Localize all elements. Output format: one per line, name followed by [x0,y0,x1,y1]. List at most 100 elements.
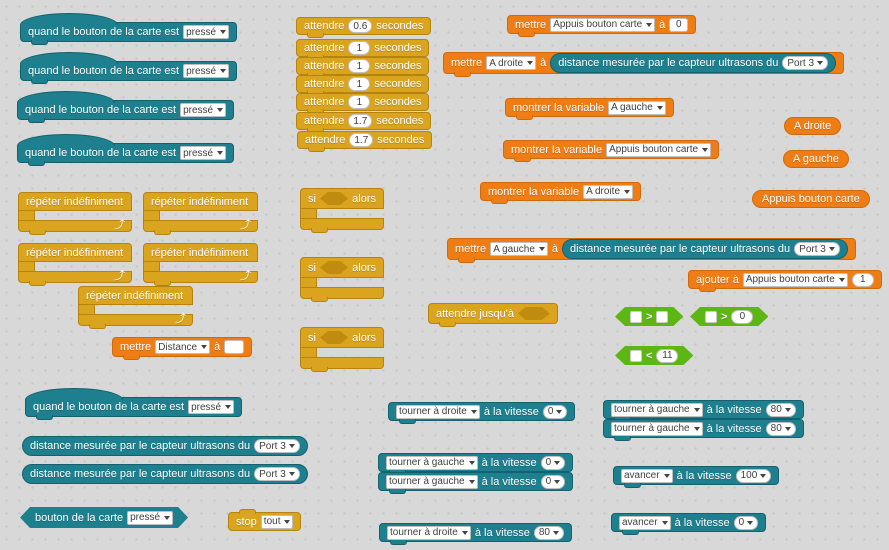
block-show-variable[interactable]: montrer la variable Appuis bouton carte [503,140,720,162]
block-motor-run[interactable]: tourner à gauche à la vitesse 80 [603,400,804,422]
block-show-variable[interactable]: montrer la variable A droite [480,182,642,204]
block-repeat-forever[interactable]: répéter indéfiniment ⤴ [18,243,132,286]
hat-board-button-pressed[interactable]: quand le bouton de la carte est pressé [20,52,238,84]
seconds-input[interactable]: 1.7 [349,133,374,147]
block-if-then[interactable]: si alors [300,257,384,302]
variable-reporter-a-gauche[interactable]: A gauche [783,150,849,168]
operator-greater-than[interactable]: > [615,307,683,326]
port-dropdown[interactable]: Port 3 [254,439,300,453]
speed-dropdown[interactable]: 0 [540,474,566,489]
hat-board-button-pressed[interactable]: quand le bouton de la carte est pressé [25,388,243,420]
block-wait-seconds[interactable]: attendre 1 secondes [296,93,430,114]
block-motor-run[interactable]: tourner à gauche à la vitesse 0 [378,453,574,475]
reporter-ultrasonic-distance[interactable]: distance mesurée par le capteur ultrason… [550,53,837,73]
pressed-dropdown[interactable]: pressé [183,64,230,78]
stop-mode-dropdown[interactable]: tout [260,514,294,529]
operator-greater-than[interactable]: > 0 [690,307,768,326]
variable-dropdown[interactable]: Appuis bouton carte [550,17,656,32]
operator-less-than[interactable]: < 11 [615,346,693,365]
port-dropdown[interactable]: Port 3 [254,467,300,481]
block-wait-seconds[interactable]: attendre 1 secondes [296,39,430,60]
pressed-dropdown[interactable]: pressé [183,25,230,39]
block-change-variable-by[interactable]: ajouter à Appuis bouton carte 1 [688,270,882,292]
block-motor-run[interactable]: tourner à gauche à la vitesse 80 [603,419,804,441]
pressed-dropdown[interactable]: pressé [180,146,227,160]
block-wait-until[interactable]: attendre jusqu'à [428,303,558,327]
block-set-variable[interactable]: mettre Distance à [112,337,253,360]
block-if-then[interactable]: si alors [300,327,384,372]
port-dropdown[interactable]: Port 3 [782,56,829,70]
value-input[interactable]: 1 [851,272,874,287]
block-repeat-forever[interactable]: répéter indéfiniment ⤴ [143,243,258,286]
port-dropdown[interactable]: Port 3 [794,242,840,256]
direction-dropdown[interactable]: tourner à gauche [611,421,703,436]
pressed-dropdown[interactable]: pressé [188,400,235,414]
direction-dropdown[interactable]: avancer [619,515,671,530]
variable-dropdown[interactable]: A droite [583,184,634,199]
block-motor-run[interactable]: tourner à droite à la vitesse 0 [388,402,576,424]
direction-dropdown[interactable]: tourner à gauche [386,474,478,489]
block-repeat-forever[interactable]: répéter indéfiniment ⤴ [78,286,193,329]
speed-dropdown[interactable]: 100 [735,468,772,483]
operand-input[interactable] [656,311,668,323]
reporter-ultrasonic-distance[interactable]: distance mesurée par le capteur ultrason… [562,239,848,259]
variable-dropdown[interactable]: A gauche [608,100,666,115]
speed-dropdown[interactable]: 0 [540,455,566,470]
direction-dropdown[interactable]: tourner à droite [396,404,480,419]
seconds-input[interactable]: 1 [348,77,371,91]
block-set-variable[interactable]: mettre A gauche à distance mesurée par l… [447,238,856,263]
operand-input[interactable]: 0 [731,310,753,324]
pressed-dropdown[interactable]: pressé [180,103,227,117]
block-repeat-forever[interactable]: répéter indéfiniment ⤴ [18,192,132,235]
speed-dropdown[interactable]: 0 [542,404,568,419]
variable-reporter-appuis-bouton-carte[interactable]: Appuis bouton carte [752,190,870,208]
speed-dropdown[interactable]: 0 [733,515,759,530]
hat-board-button-pressed[interactable]: quand le bouton de la carte est pressé [17,134,235,166]
variable-dropdown[interactable]: Distance [155,340,211,354]
block-stop[interactable]: stop tout [228,509,302,531]
pressed-dropdown[interactable]: pressé [127,511,173,525]
condition-slot[interactable] [518,307,550,320]
variable-dropdown[interactable]: A droite [486,56,537,70]
condition-slot[interactable] [320,192,348,205]
variable-dropdown[interactable]: A gauche [490,242,548,256]
block-wait-seconds[interactable]: attendre 1 secondes [296,57,430,78]
speed-dropdown[interactable]: 80 [533,525,564,540]
condition-slot[interactable] [320,331,348,344]
variable-dropdown[interactable]: Appuis bouton carte [742,272,848,287]
block-motor-run[interactable]: tourner à gauche à la vitesse 0 [378,472,574,494]
operand-input[interactable] [630,350,642,362]
block-set-variable[interactable]: mettre Appuis bouton carte à 0 [507,15,697,37]
seconds-input[interactable]: 1 [348,95,371,109]
empty-value-input[interactable] [224,340,245,354]
direction-dropdown[interactable]: tourner à droite [387,525,471,540]
block-wait-seconds[interactable]: attendre 1.7 secondes [297,131,433,152]
operand-input[interactable] [630,311,642,323]
reporter-ultrasonic-distance[interactable]: distance mesurée par le capteur ultrason… [22,464,308,484]
block-wait-seconds[interactable]: attendre 1.7 secondes [296,112,432,133]
block-motor-run[interactable]: avancer à la vitesse 100 [613,466,780,488]
block-repeat-forever[interactable]: répéter indéfiniment ⤴ [143,192,258,235]
hat-board-button-pressed[interactable]: quand le bouton de la carte est pressé [17,91,235,123]
block-set-variable[interactable]: mettre A droite à distance mesurée par l… [443,52,845,77]
seconds-input[interactable]: 1 [348,59,371,73]
operand-input[interactable]: 11 [656,349,678,363]
block-motor-run[interactable]: avancer à la vitesse 0 [611,513,767,535]
hat-board-button-pressed[interactable]: quand le bouton de la carte est pressé [20,13,238,45]
seconds-input[interactable]: 1.7 [348,114,373,128]
boolean-board-button-pressed[interactable]: bouton de la carte pressé [20,507,188,528]
block-wait-seconds[interactable]: attendre 0.6 secondes [296,17,432,38]
variable-reporter-a-droite[interactable]: A droite [784,117,842,135]
direction-dropdown[interactable]: tourner à gauche [386,455,478,470]
block-show-variable[interactable]: montrer la variable A gauche [505,98,674,120]
reporter-ultrasonic-distance[interactable]: distance mesurée par le capteur ultrason… [22,436,308,456]
direction-dropdown[interactable]: avancer [621,468,673,483]
operand-input[interactable] [705,311,717,323]
block-if-then[interactable]: si alors [300,188,384,233]
seconds-input[interactable]: 0.6 [348,19,373,33]
value-input[interactable]: 0 [669,17,689,32]
seconds-input[interactable]: 1 [348,41,371,55]
block-wait-seconds[interactable]: attendre 1 secondes [296,75,430,96]
direction-dropdown[interactable]: tourner à gauche [611,402,703,417]
